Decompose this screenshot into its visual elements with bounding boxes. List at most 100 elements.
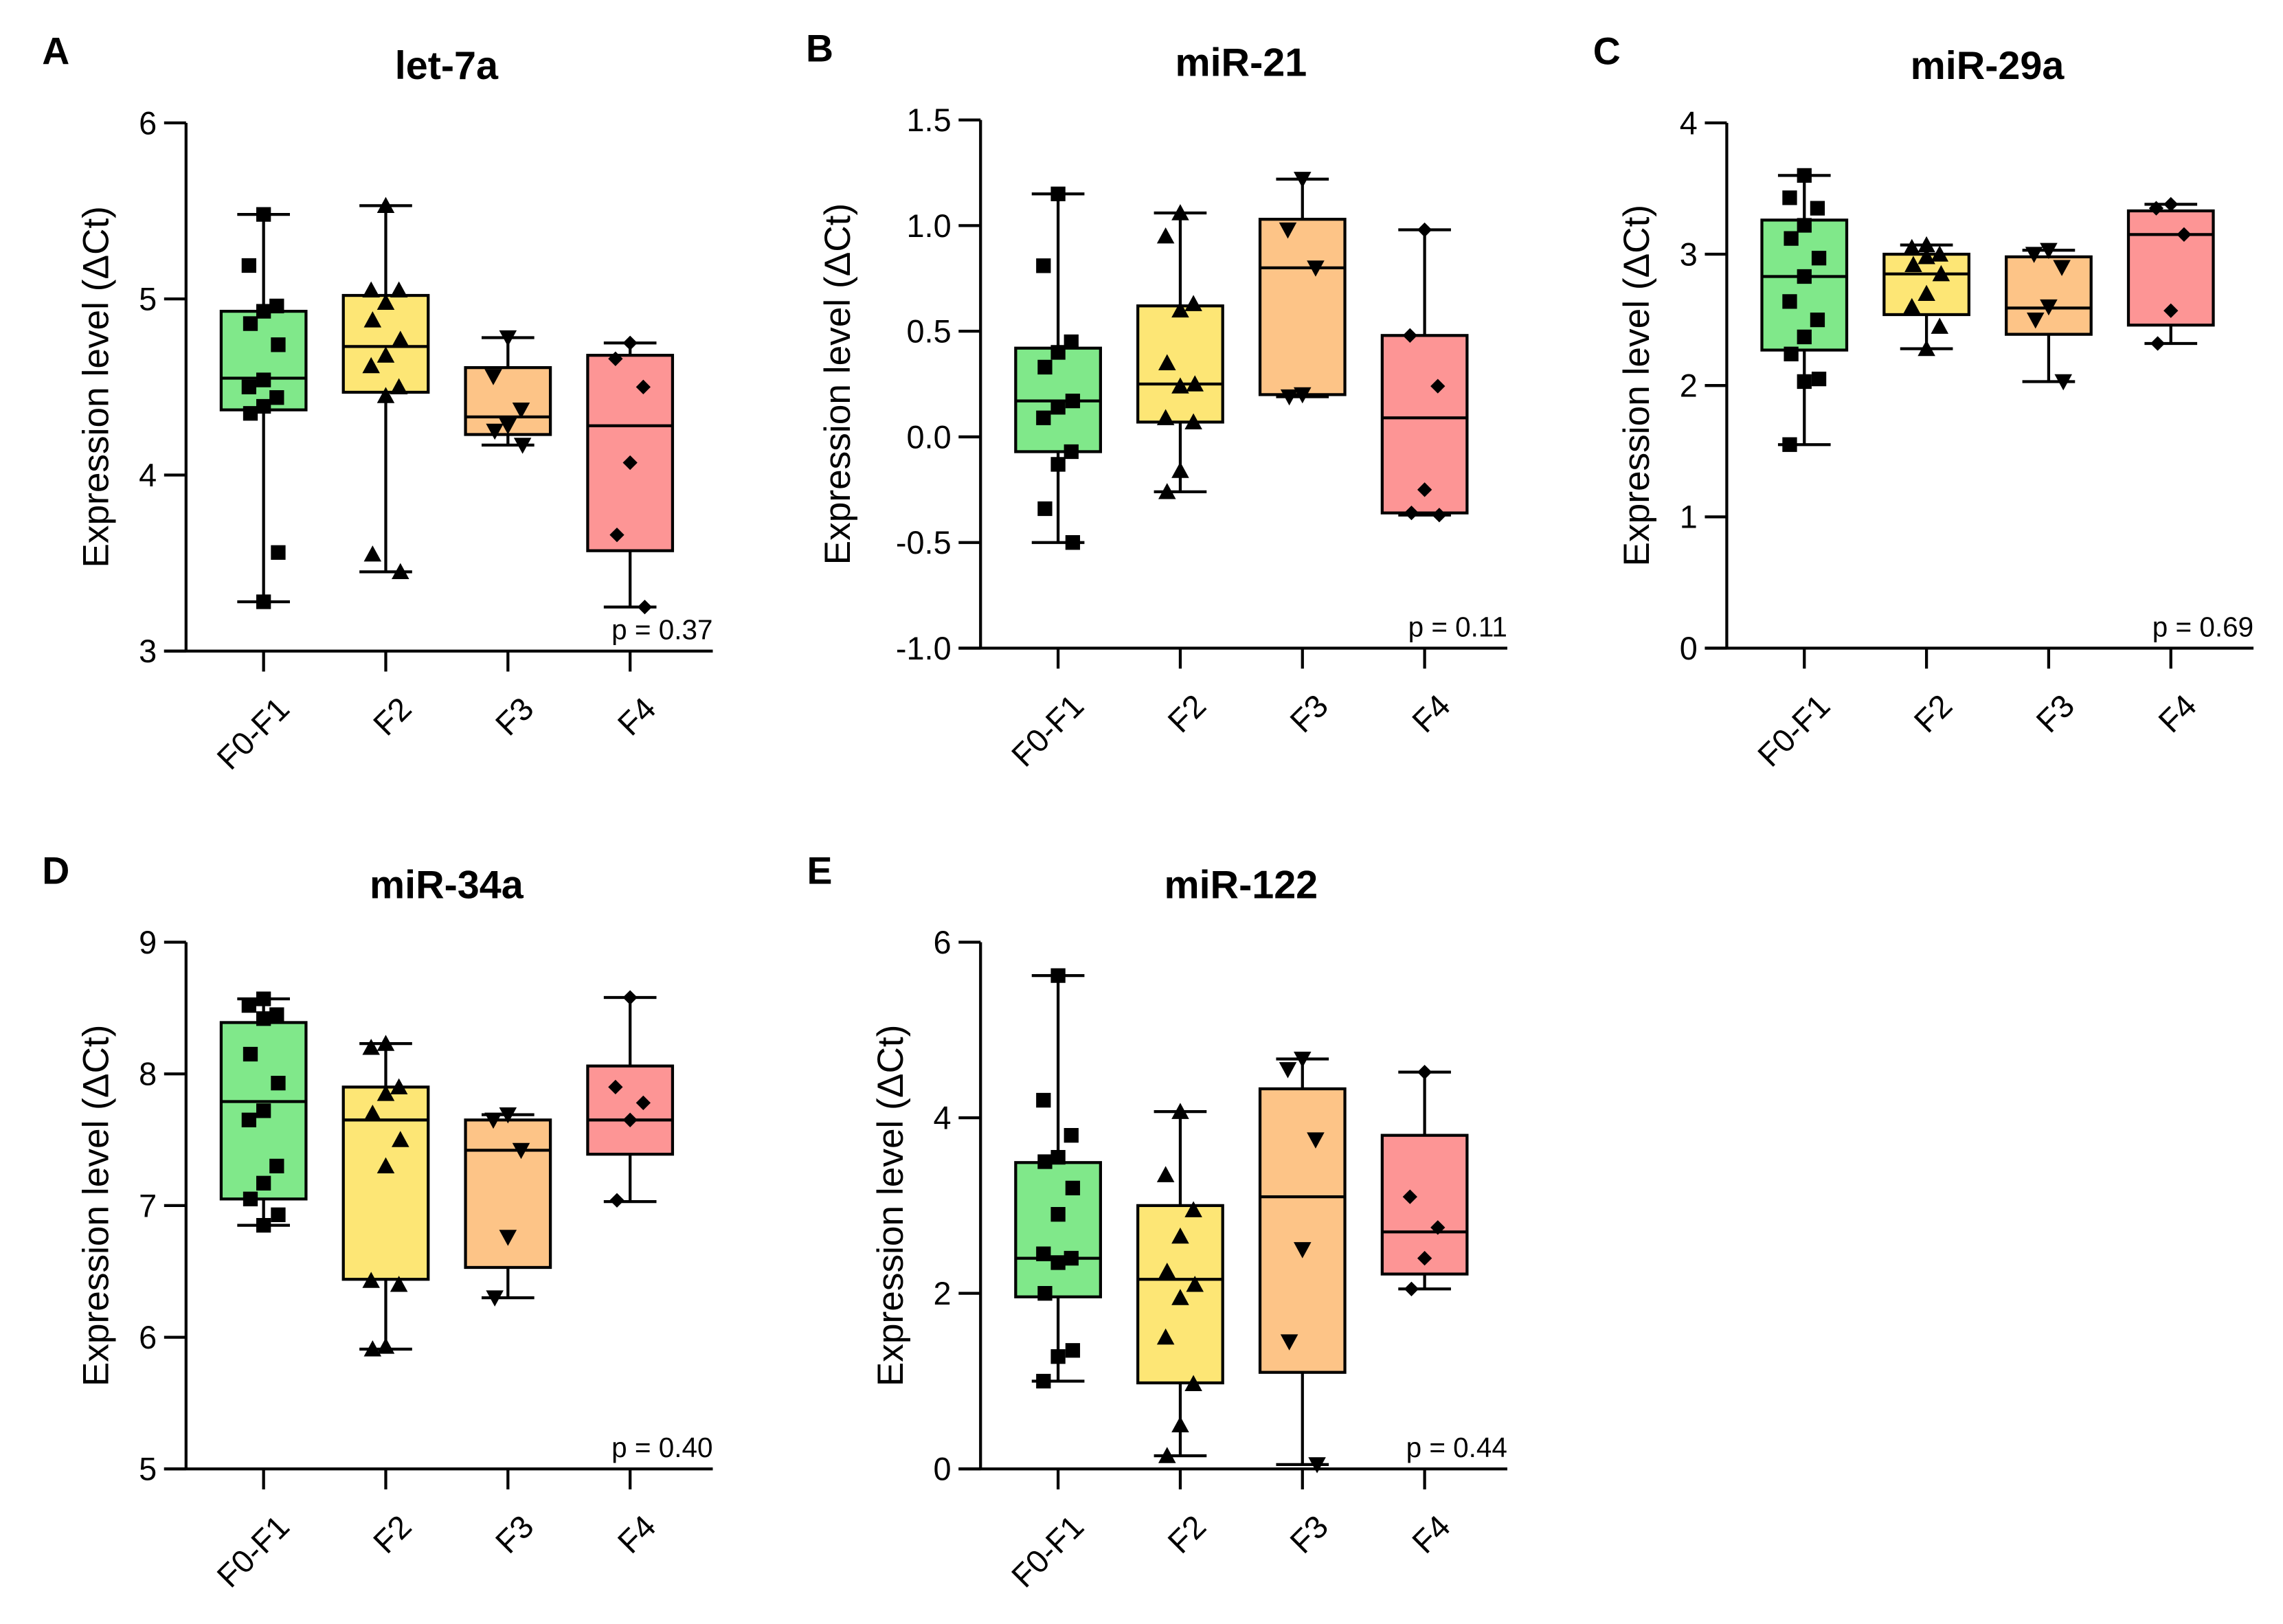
y-tick-label: 9	[139, 925, 157, 960]
box-f0-f1	[1014, 968, 1102, 1389]
data-point	[1050, 1255, 1066, 1270]
data-point	[1432, 508, 1447, 523]
chart-title: let-7a	[395, 44, 499, 88]
box-iqr	[1380, 1134, 1469, 1276]
box-iqr	[1136, 304, 1224, 424]
data-point	[609, 527, 625, 543]
x-tick-label: F4	[1405, 1509, 1457, 1560]
data-point	[1918, 248, 1935, 264]
y-tick-label: 3	[1680, 236, 1698, 272]
data-point	[390, 1276, 408, 1292]
p-value: p = 0.69	[2152, 611, 2253, 642]
data-point	[1158, 483, 1176, 499]
data-point	[1931, 317, 1949, 334]
data-point	[1171, 301, 1189, 318]
data-point	[1036, 1092, 1051, 1108]
data-point	[1307, 1132, 1325, 1149]
box-f3	[1258, 172, 1347, 406]
y-tick-label: 2	[934, 1276, 952, 1311]
data-point	[256, 372, 271, 387]
data-point	[1036, 410, 1051, 425]
box-f4	[586, 335, 675, 615]
box-iqr	[1760, 218, 1849, 352]
data-point	[271, 1075, 286, 1091]
y-tick-label: -1.0	[896, 631, 952, 666]
data-point	[1797, 329, 1812, 345]
data-point	[637, 600, 653, 615]
y-tick-label: 3	[139, 633, 157, 669]
data-point	[1050, 1349, 1066, 1364]
box-iqr	[1882, 252, 1970, 317]
data-point	[376, 346, 395, 363]
data-point	[1784, 231, 1799, 246]
y-tick-label: 2	[1680, 368, 1698, 404]
p-value: p = 0.37	[611, 614, 712, 646]
data-point	[1036, 1373, 1051, 1389]
data-point	[2053, 260, 2071, 276]
data-point	[1782, 294, 1797, 309]
data-point	[2025, 247, 2043, 263]
data-point	[2150, 336, 2166, 351]
data-point	[269, 298, 284, 314]
box-iqr	[1014, 1161, 1102, 1298]
x-tick-label: F3	[1283, 688, 1335, 739]
data-point	[271, 545, 286, 560]
y-tick-label: 6	[934, 925, 952, 960]
y-tick-label: 4	[1680, 105, 1698, 141]
y-tick-label: 1.5	[907, 102, 952, 138]
data-point	[376, 387, 395, 403]
y-axis-label: Expression level (ΔCt)	[1617, 205, 1657, 567]
data-point	[608, 1079, 623, 1095]
box-f2	[1136, 204, 1224, 499]
y-axis-label: Expression level (ΔCt)	[818, 203, 858, 565]
x-tick-label: F3	[488, 690, 540, 742]
data-point	[1037, 501, 1053, 517]
data-point	[256, 1175, 271, 1191]
y-tick-label: 7	[139, 1188, 157, 1223]
y-tick-label: 6	[139, 105, 157, 141]
data-point	[1037, 359, 1053, 375]
data-point	[2040, 299, 2058, 316]
data-point	[1050, 1207, 1066, 1222]
data-point	[1811, 371, 1827, 387]
y-tick-label: 5	[139, 282, 157, 317]
data-point	[1171, 204, 1189, 221]
x-tick-label: F3	[1283, 1509, 1335, 1560]
y-tick-label: 0	[934, 1452, 952, 1487]
y-tick-label: 1.0	[907, 208, 952, 244]
data-point	[392, 330, 409, 347]
data-point	[1036, 1246, 1051, 1261]
data-point	[1158, 1262, 1176, 1279]
data-point	[1279, 222, 1297, 239]
data-point	[1797, 218, 1812, 233]
data-point	[1158, 354, 1176, 370]
data-point	[1417, 1250, 1432, 1266]
data-point	[1184, 413, 1202, 430]
box-iqr	[341, 1085, 430, 1281]
data-point	[1903, 238, 1921, 256]
data-point	[1811, 251, 1827, 266]
x-tick-label: F3	[2029, 688, 2081, 739]
box-f2	[1882, 236, 1970, 357]
data-point	[1050, 968, 1066, 983]
data-point	[499, 1107, 517, 1124]
box-f3	[1258, 1051, 1347, 1474]
data-point	[1171, 462, 1189, 478]
data-point	[1918, 236, 1935, 253]
data-point	[1156, 409, 1175, 425]
data-point	[622, 990, 638, 1005]
data-point	[1184, 1201, 1202, 1217]
data-point	[1171, 1103, 1189, 1119]
y-tick-label: 6	[139, 1320, 157, 1355]
data-point	[256, 1011, 271, 1026]
x-tick-label: F2	[1161, 1509, 1213, 1560]
data-point	[392, 563, 409, 580]
data-point	[362, 281, 380, 298]
data-point	[243, 316, 258, 331]
data-point	[362, 357, 380, 374]
x-tick-label: F0-F1	[1004, 1509, 1090, 1594]
data-point	[1308, 1457, 1326, 1474]
y-axis-label: Expression level (ΔCt)	[76, 1025, 116, 1387]
